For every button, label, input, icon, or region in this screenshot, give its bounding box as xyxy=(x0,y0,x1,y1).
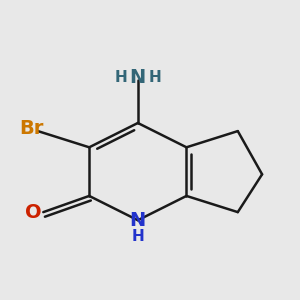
Text: O: O xyxy=(25,202,42,222)
Text: H: H xyxy=(114,70,127,85)
Text: H: H xyxy=(149,70,161,85)
Text: N: N xyxy=(130,211,146,230)
Text: Br: Br xyxy=(19,119,44,138)
Text: H: H xyxy=(131,229,144,244)
Text: N: N xyxy=(130,68,146,87)
